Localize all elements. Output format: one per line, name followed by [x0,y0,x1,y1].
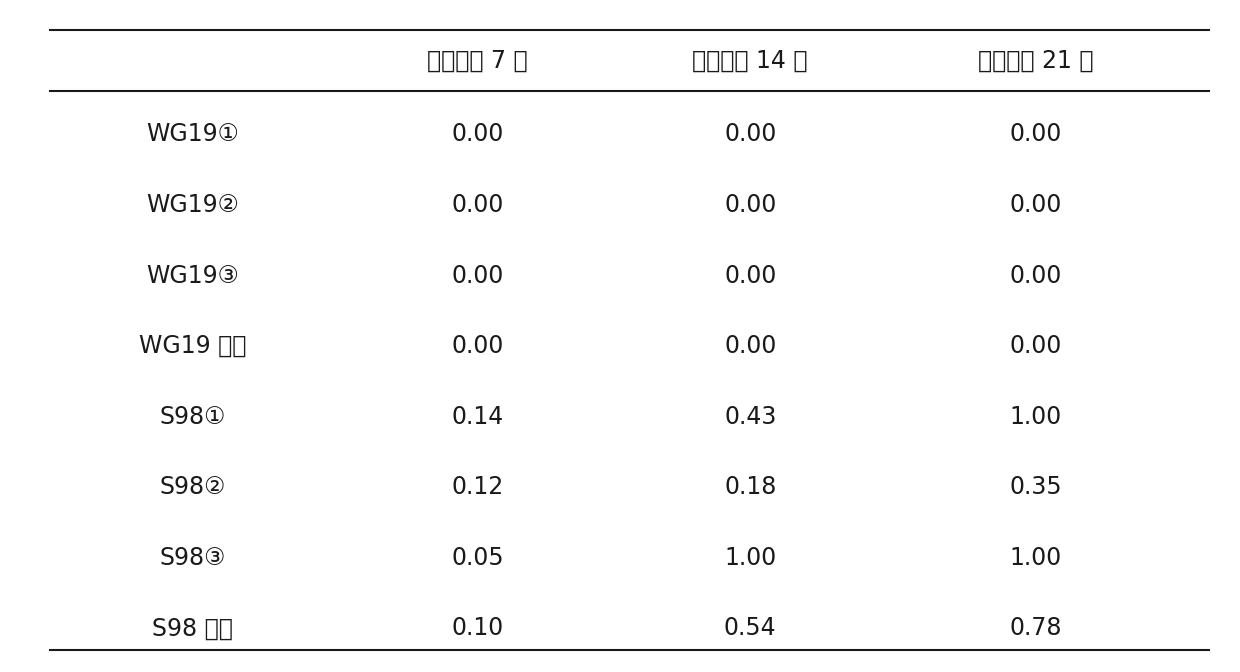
Text: 0.00: 0.00 [724,122,776,146]
Text: 0.05: 0.05 [451,546,503,570]
Text: 接种后第 7 天: 接种后第 7 天 [427,48,528,73]
Text: 0.78: 0.78 [1009,616,1061,640]
Text: 0.00: 0.00 [724,334,776,358]
Text: S98 平均: S98 平均 [151,616,233,640]
Text: 0.43: 0.43 [724,405,776,429]
Text: 0.12: 0.12 [451,475,503,499]
Text: 0.00: 0.00 [1009,263,1061,288]
Text: 0.00: 0.00 [1009,334,1061,358]
Text: WG19①: WG19① [146,122,238,146]
Text: 1.00: 1.00 [1009,405,1061,429]
Text: 0.10: 0.10 [451,616,503,640]
Text: 接种后第 21 天: 接种后第 21 天 [977,48,1094,73]
Text: 1.00: 1.00 [1009,546,1061,570]
Text: 接种后第 14 天: 接种后第 14 天 [692,48,808,73]
Text: 0.54: 0.54 [724,616,776,640]
Text: WG19②: WG19② [146,193,238,217]
Text: 0.00: 0.00 [724,193,776,217]
Text: S98③: S98③ [159,546,226,570]
Text: 0.00: 0.00 [1009,193,1061,217]
Text: 0.00: 0.00 [451,334,503,358]
Text: 0.35: 0.35 [1009,475,1061,499]
Text: WG19③: WG19③ [146,263,238,288]
Text: 1.00: 1.00 [724,546,776,570]
Text: 0.00: 0.00 [451,122,503,146]
Text: 0.14: 0.14 [451,405,503,429]
Text: WG19 平均: WG19 平均 [139,334,246,358]
Text: S98②: S98② [159,475,226,499]
Text: 0.00: 0.00 [724,263,776,288]
Text: 0.00: 0.00 [451,263,503,288]
Text: 0.18: 0.18 [724,475,776,499]
Text: S98①: S98① [159,405,226,429]
Text: 0.00: 0.00 [451,193,503,217]
Text: 0.00: 0.00 [1009,122,1061,146]
